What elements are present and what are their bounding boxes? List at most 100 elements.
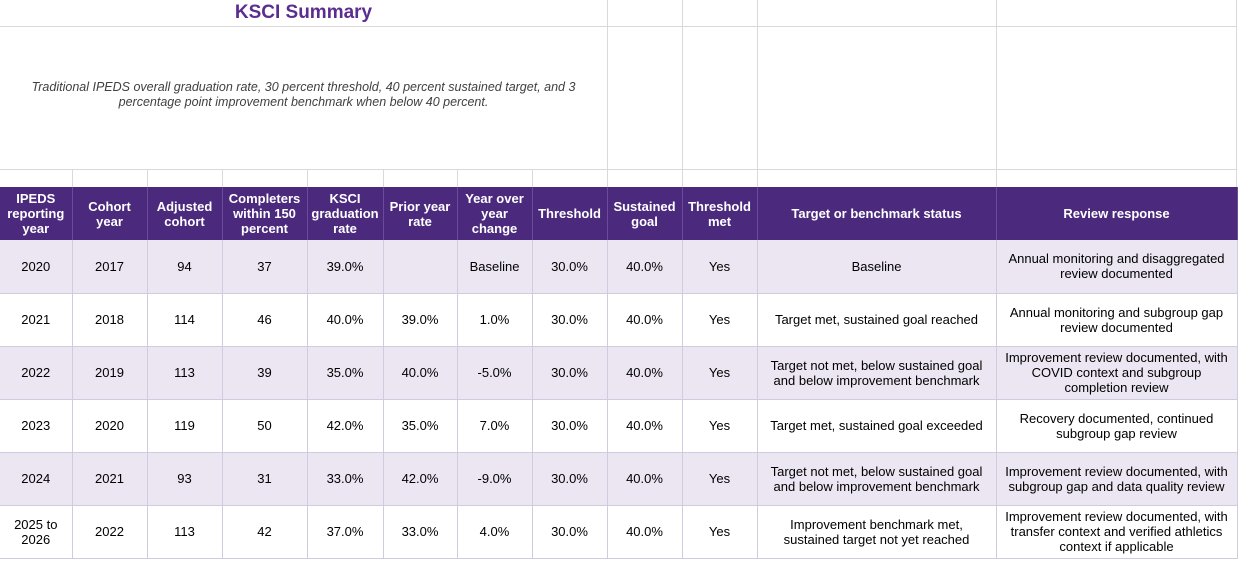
table-cell[interactable]: 39 [222, 346, 308, 400]
table-cell[interactable]: 42.0% [383, 452, 458, 506]
grid-line [383, 169, 384, 187]
table-cell[interactable]: 2017 [72, 240, 148, 294]
table-cell[interactable]: 113 [147, 505, 223, 559]
table-cell[interactable]: Target met, sustained goal exceeded [757, 399, 997, 453]
grid-line [307, 169, 308, 187]
table-row: 2023 2020 119 50 42.0% 35.0% 7.0% 30.0% … [0, 399, 1238, 453]
table-cell[interactable]: 40.0% [607, 399, 683, 453]
table-cell[interactable]: 40.0% [607, 452, 683, 506]
table-cell[interactable]: Yes [682, 346, 758, 400]
table-cell[interactable]: Yes [682, 293, 758, 347]
column-header[interactable]: Cohort year [72, 187, 148, 240]
table-row: 2020 2017 94 37 39.0% Baseline 30.0% 40.… [0, 240, 1238, 294]
table-cell[interactable]: 2021 [0, 293, 73, 347]
column-header[interactable]: Completers within 150 percent [222, 187, 308, 240]
table-cell[interactable]: 2020 [72, 399, 148, 453]
table-cell[interactable]: -9.0% [457, 452, 533, 506]
table-cell[interactable]: 2022 [0, 346, 73, 400]
grid-line [0, 169, 1237, 170]
table-cell[interactable]: 42 [222, 505, 308, 559]
table-cell[interactable]: 39.0% [307, 240, 384, 294]
table-cell[interactable]: Yes [682, 505, 758, 559]
table-cell[interactable]: 2025 to 2026 [0, 505, 73, 559]
table-cell[interactable]: 30.0% [532, 240, 608, 294]
table-cell[interactable]: 46 [222, 293, 308, 347]
table-cell[interactable]: 40.0% [607, 240, 683, 294]
table-cell[interactable]: 35.0% [307, 346, 384, 400]
table-cell[interactable]: Target not met, below sustained goal and… [757, 346, 997, 400]
column-header[interactable]: Threshold [532, 187, 608, 240]
column-header[interactable]: Adjusted cohort [147, 187, 223, 240]
table-cell[interactable]: Baseline [757, 240, 997, 294]
table-cell[interactable] [383, 240, 458, 294]
table-cell[interactable]: 7.0% [457, 399, 533, 453]
column-header[interactable]: Review response [996, 187, 1238, 240]
table-cell[interactable]: 31 [222, 452, 308, 506]
table-cell[interactable]: Improvement benchmark met, sustained tar… [757, 505, 997, 559]
table-cell[interactable]: 2018 [72, 293, 148, 347]
table-header-row: IPEDS reporting year Cohort year Adjuste… [0, 187, 1238, 240]
table-cell[interactable]: 114 [147, 293, 223, 347]
table-cell[interactable]: 33.0% [383, 505, 458, 559]
column-header[interactable]: Sustained goal [607, 187, 683, 240]
table-row: 2022 2019 113 39 35.0% 40.0% -5.0% 30.0%… [0, 346, 1238, 400]
table-cell[interactable]: 2019 [72, 346, 148, 400]
table-cell[interactable]: 37 [222, 240, 308, 294]
table-cell[interactable]: Annual monitoring and disaggregated revi… [996, 240, 1238, 294]
table-cell[interactable]: Target met, sustained goal reached [757, 293, 997, 347]
table-cell[interactable]: Target not met, below sustained goal and… [757, 452, 997, 506]
grid-line [147, 169, 148, 187]
table-cell[interactable]: Annual monitoring and subgroup gap revie… [996, 293, 1238, 347]
table-cell[interactable]: Baseline [457, 240, 533, 294]
table-cell[interactable]: 30.0% [532, 505, 608, 559]
table-cell[interactable]: Yes [682, 240, 758, 294]
column-header[interactable]: Prior year rate [383, 187, 458, 240]
table-cell[interactable]: 37.0% [307, 505, 384, 559]
table-cell[interactable]: 1.0% [457, 293, 533, 347]
table-cell[interactable]: 40.0% [607, 293, 683, 347]
table-cell[interactable]: Improvement review documented, with tran… [996, 505, 1238, 559]
grid-line [757, 0, 758, 187]
table-cell[interactable]: 40.0% [607, 505, 683, 559]
table-cell[interactable]: 2023 [0, 399, 73, 453]
table-cell[interactable]: 2020 [0, 240, 73, 294]
column-header[interactable]: IPEDS reporting year [0, 187, 73, 240]
column-header[interactable]: KSCI graduation rate [307, 187, 384, 240]
table-cell[interactable]: 2024 [0, 452, 73, 506]
column-header[interactable]: Threshold met [682, 187, 758, 240]
table-cell[interactable]: 40.0% [607, 346, 683, 400]
table-cell[interactable]: 2021 [72, 452, 148, 506]
table-cell[interactable]: 94 [147, 240, 223, 294]
table-cell[interactable]: 93 [147, 452, 223, 506]
grid-line [996, 0, 997, 187]
table-cell[interactable]: 113 [147, 346, 223, 400]
table-cell[interactable]: Improvement review documented, with COVI… [996, 346, 1238, 400]
grid-line [607, 0, 608, 187]
table-cell[interactable]: Yes [682, 399, 758, 453]
table-cell[interactable]: 50 [222, 399, 308, 453]
table-cell[interactable]: Yes [682, 452, 758, 506]
table-cell[interactable]: 119 [147, 399, 223, 453]
table-cell[interactable]: 39.0% [383, 293, 458, 347]
table-cell[interactable]: Recovery documented, continued subgroup … [996, 399, 1238, 453]
table-cell[interactable]: 4.0% [457, 505, 533, 559]
table-cell[interactable]: 30.0% [532, 452, 608, 506]
table-cell[interactable]: -5.0% [457, 346, 533, 400]
table-cell[interactable]: 30.0% [532, 293, 608, 347]
table-cell[interactable]: 40.0% [307, 293, 384, 347]
sheet-title: KSCI Summary [234, 2, 373, 23]
table-cell[interactable]: 30.0% [532, 399, 608, 453]
summary-table: IPEDS reporting year Cohort year Adjuste… [0, 187, 1238, 559]
grid-line [682, 0, 683, 187]
table-cell[interactable]: 35.0% [383, 399, 458, 453]
table-cell[interactable]: Improvement review documented, with subg… [996, 452, 1238, 506]
column-header[interactable]: Target or benchmark status [757, 187, 997, 240]
table-row: 2021 2018 114 46 40.0% 39.0% 1.0% 30.0% … [0, 293, 1238, 347]
column-header[interactable]: Year over year change [457, 187, 533, 240]
table-cell[interactable]: 2022 [72, 505, 148, 559]
table-cell[interactable]: 42.0% [307, 399, 384, 453]
table-cell[interactable]: 33.0% [307, 452, 384, 506]
table-cell[interactable]: 30.0% [532, 346, 608, 400]
grid-line [457, 169, 458, 187]
table-cell[interactable]: 40.0% [383, 346, 458, 400]
